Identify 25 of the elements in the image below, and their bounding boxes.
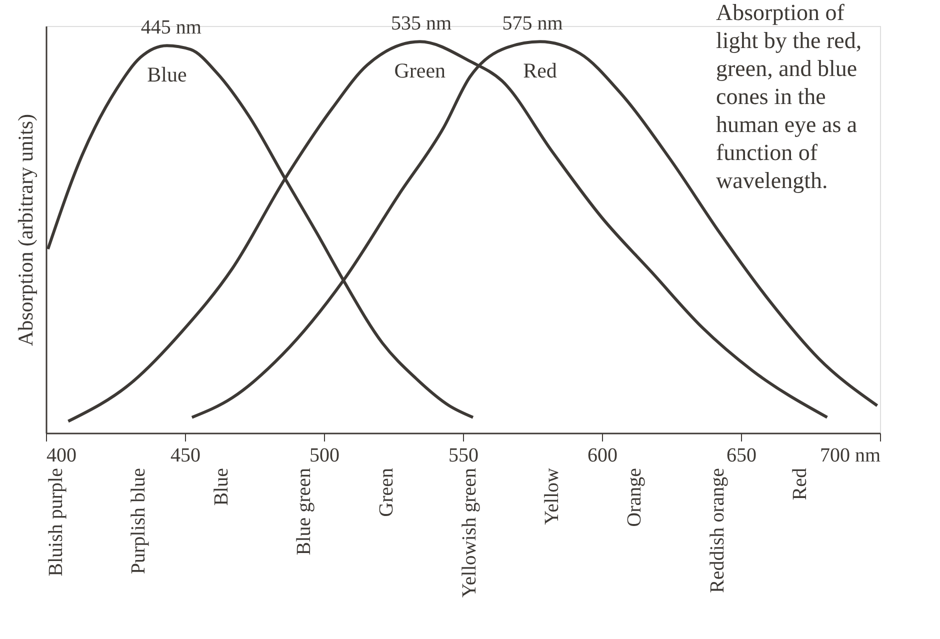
text: Bluish purple	[45, 468, 67, 576]
annotation: Absorption of light by the red, green, and blue cones in the human eye as a function of wavelength.	[716, 0, 862, 193]
annotation: 445 nm	[140, 16, 202, 39]
x-tick-label: 700 nm	[820, 444, 881, 466]
x-tick-label: 400	[46, 444, 76, 466]
y-axis-title: Absorption (arbitrary units)	[14, 114, 38, 346]
series-label: Green	[394, 58, 446, 83]
text: Blue green	[293, 468, 315, 556]
text: Yellowish green	[458, 468, 480, 598]
text: Reddish orange	[706, 468, 728, 593]
text: Green	[376, 468, 398, 517]
x-tick-label: 450	[170, 444, 200, 466]
x-tick-label: 550	[448, 444, 478, 466]
series-label: Blue	[147, 62, 187, 87]
x-tick-label: 650	[726, 444, 756, 466]
text: Blue	[210, 468, 232, 506]
text: Red	[789, 468, 811, 500]
x-tick-label: 600	[588, 444, 618, 466]
x-tick-label: 500	[310, 444, 340, 466]
text: Yellow	[541, 467, 563, 525]
series-label: Red	[523, 58, 558, 83]
text: Purplish blue	[128, 468, 150, 574]
annotation: 575 nm	[502, 12, 564, 35]
text: Orange	[624, 468, 646, 527]
annotation: 535 nm	[391, 12, 452, 35]
